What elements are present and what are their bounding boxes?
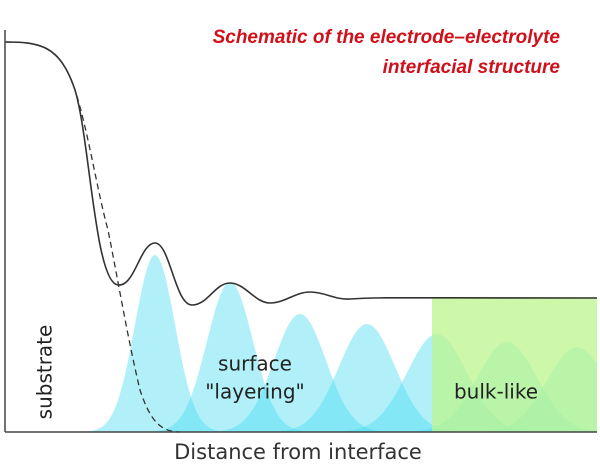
density-profile: [4, 41, 598, 306]
x-axis-label: Distance from interface: [174, 440, 422, 464]
bulk-region: [432, 297, 597, 432]
layer-peak: [255, 324, 479, 432]
bulk-label: bulk-like: [454, 380, 538, 404]
surface-label: "layering": [205, 380, 305, 404]
title-line: Schematic of the electrode–electrolyte: [213, 27, 561, 48]
layer-peak: [196, 314, 404, 432]
layer-peak: [75, 255, 235, 432]
substrate-label: substrate: [33, 325, 57, 420]
layer-peak: [138, 282, 322, 432]
title-line: interfacial structure: [383, 57, 561, 78]
surface-label: surface: [218, 352, 292, 376]
